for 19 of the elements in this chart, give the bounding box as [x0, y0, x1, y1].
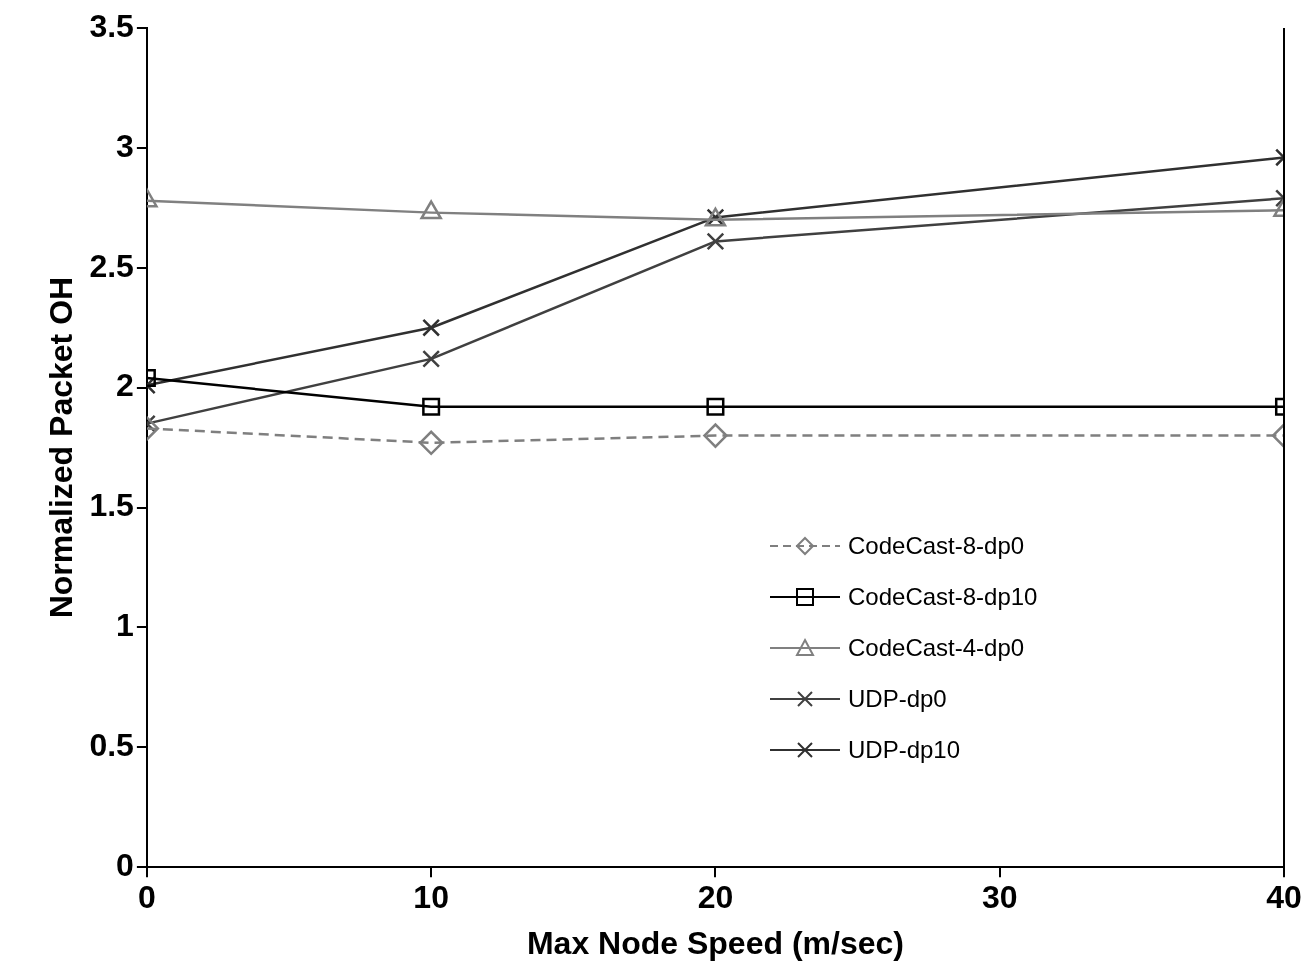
y-tick-label: 2: [116, 367, 134, 404]
legend-label: CodeCast-8-dp10: [848, 582, 1038, 611]
x-tick-label: 20: [697, 879, 734, 916]
y-tick-label: 0: [116, 847, 134, 884]
x-axis-title: Max Node Speed (m/sec): [526, 924, 904, 961]
y-tick-label: 0.5: [89, 727, 134, 764]
legend-label: CodeCast-8-dp0: [848, 531, 1025, 560]
legend-label: CodeCast-4-dp0: [848, 633, 1025, 662]
legend-label: UDP-dp10: [848, 735, 961, 764]
x-tick-label: 10: [413, 879, 449, 916]
y-tick-label: 1.5: [89, 487, 134, 524]
y-axis-title: Normalized Packet OH: [43, 276, 80, 619]
x-tick-label: 40: [1266, 879, 1302, 916]
legend-label: UDP-dp0: [848, 684, 947, 713]
y-tick-label: 1: [116, 607, 134, 644]
y-tick-label: 3.5: [89, 7, 134, 44]
x-tick-label: 30: [981, 879, 1018, 916]
y-tick-label: 2.5: [89, 247, 134, 284]
y-tick-label: 3: [116, 127, 134, 164]
